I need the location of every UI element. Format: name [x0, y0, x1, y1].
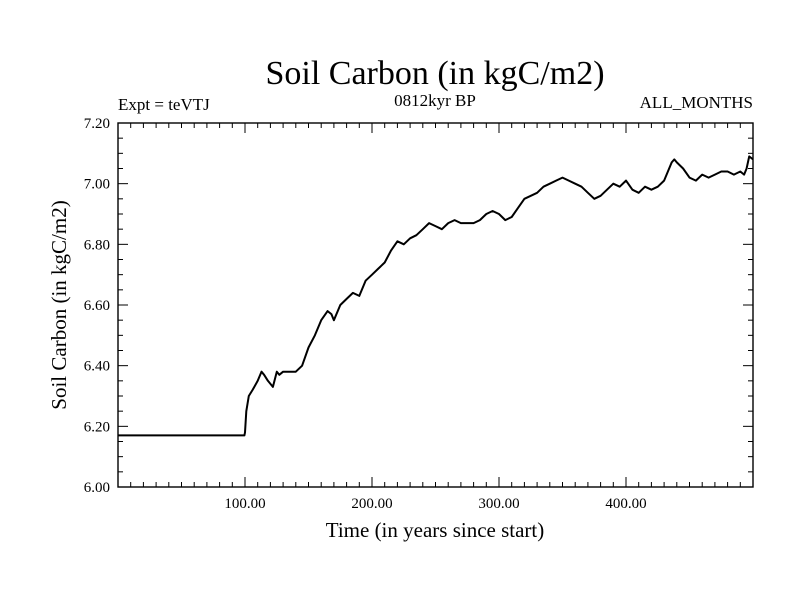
months-label: ALL_MONTHS — [640, 93, 753, 112]
x-axis-label: Time (in years since start) — [326, 518, 545, 542]
experiment-label: Expt = teVTJ — [118, 95, 210, 114]
period-label: 0812kyr BP — [394, 91, 476, 110]
chart-title: Soil Carbon (in kgC/m2) — [265, 55, 604, 92]
y-axis-label: Soil Carbon (in kgC/m2) — [47, 200, 71, 409]
y-tick-label: 6.80 — [84, 237, 110, 253]
x-tick-label: 400.00 — [605, 496, 646, 512]
axis-ticks — [118, 123, 753, 487]
x-tick-label: 200.00 — [351, 496, 392, 512]
x-tick-label: 300.00 — [478, 496, 519, 512]
y-tick-label: 6.60 — [84, 298, 110, 314]
series-layer — [118, 155, 754, 437]
y-tick-label: 7.20 — [84, 116, 110, 132]
plot-frame — [117, 122, 754, 488]
tick-labels: 100.00 200.00 300.00 400.00 6.00 6.20 6.40 6.60… — [84, 116, 647, 512]
series-line — [118, 155, 754, 437]
y-tick-label: 7.00 — [84, 177, 110, 193]
y-tick-label: 6.40 — [84, 359, 110, 375]
y-tick-label: 6.00 — [84, 480, 110, 496]
x-tick-label: 100.00 — [224, 496, 265, 512]
y-tick-label: 6.20 — [84, 419, 110, 435]
